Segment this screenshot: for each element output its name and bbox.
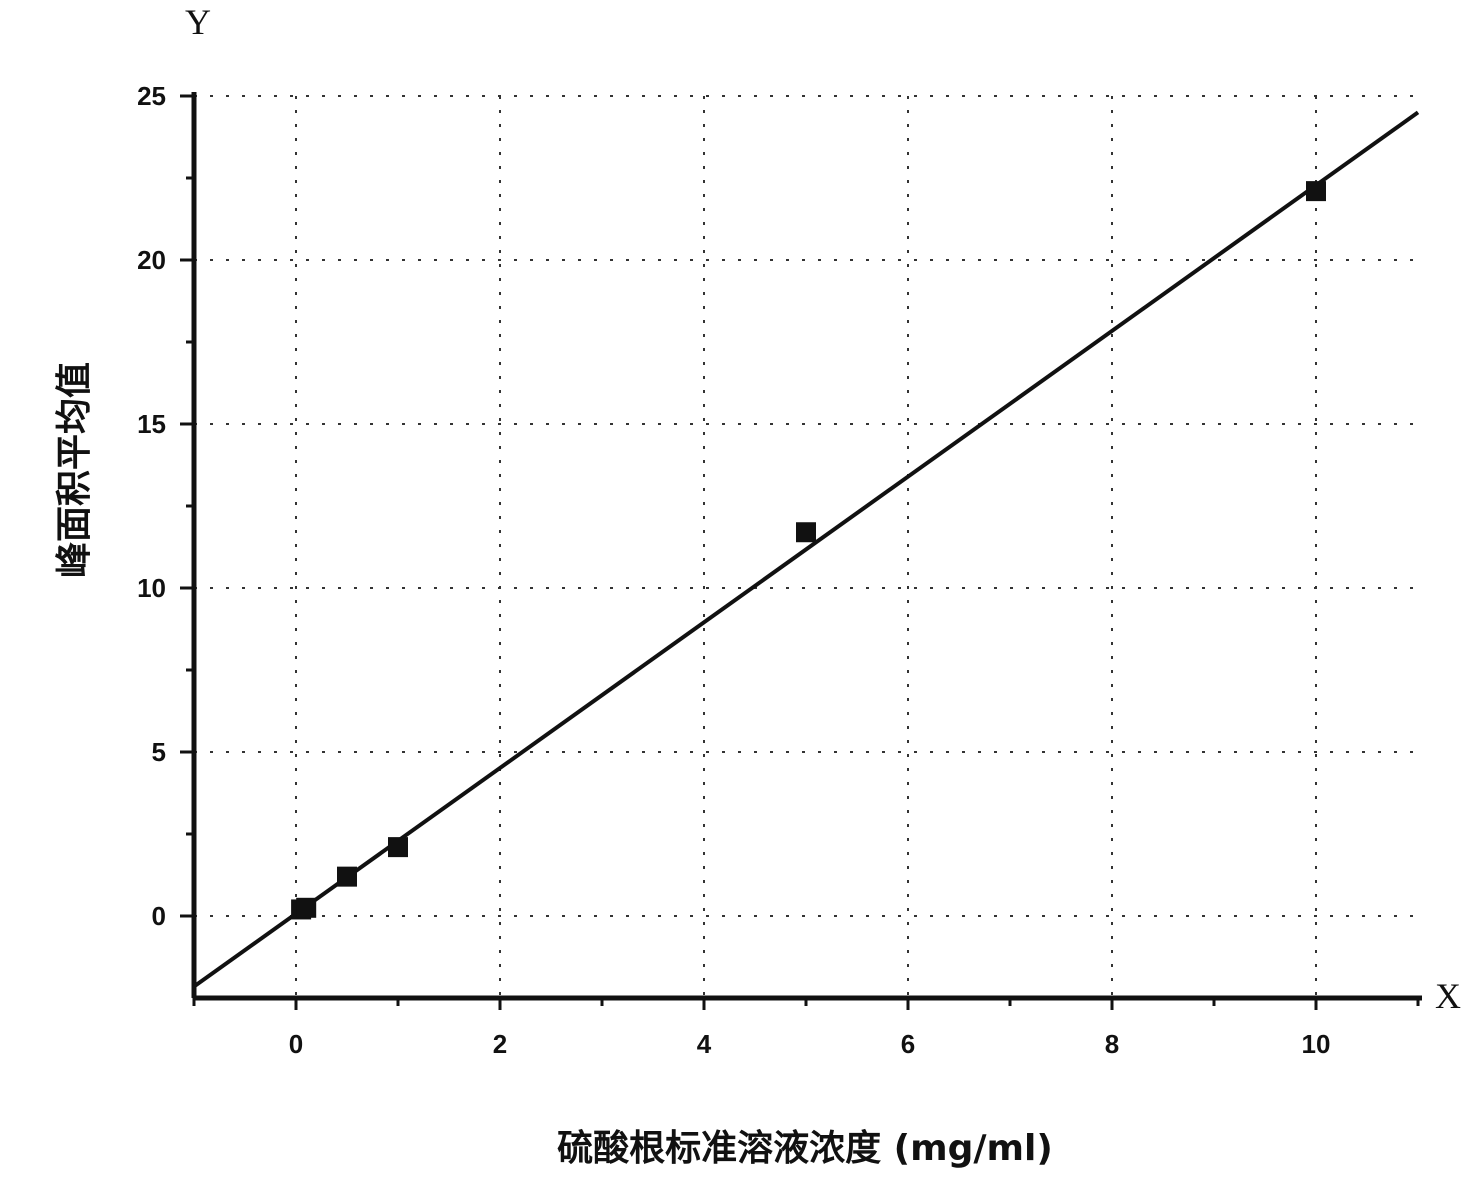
data-point — [296, 898, 316, 918]
y-tick-label: 20 — [137, 245, 166, 275]
x-tick-label: 2 — [493, 1029, 507, 1059]
data-point — [1306, 181, 1326, 201]
data-point — [337, 867, 357, 887]
y-tick-label: 0 — [152, 901, 166, 931]
y-tick-label: 10 — [137, 573, 166, 603]
x-tick-label: 8 — [1105, 1029, 1119, 1059]
x-tick-label: 0 — [289, 1029, 303, 1059]
x-tick-label: 6 — [901, 1029, 915, 1059]
x-axis-title: 硫酸根标准溶液浓度 (mg/ml) — [557, 1128, 1053, 1169]
x-tick-label: 10 — [1302, 1029, 1331, 1059]
x-tick-label: 4 — [697, 1029, 712, 1059]
y-tick-label: 25 — [137, 81, 166, 111]
grid-lines — [194, 96, 1418, 998]
fit-line-layer — [194, 112, 1418, 986]
data-point — [796, 522, 816, 542]
data-point — [388, 837, 408, 857]
fit-line — [194, 112, 1418, 986]
y-tick-label: 5 — [152, 737, 166, 767]
y-axis-letter: Y — [185, 2, 211, 42]
x-axis-letter: X — [1435, 976, 1461, 1016]
axes — [194, 92, 1422, 998]
y-tick-label: 15 — [137, 409, 166, 439]
y-axis-title: 峰面积平均值 — [54, 362, 95, 578]
